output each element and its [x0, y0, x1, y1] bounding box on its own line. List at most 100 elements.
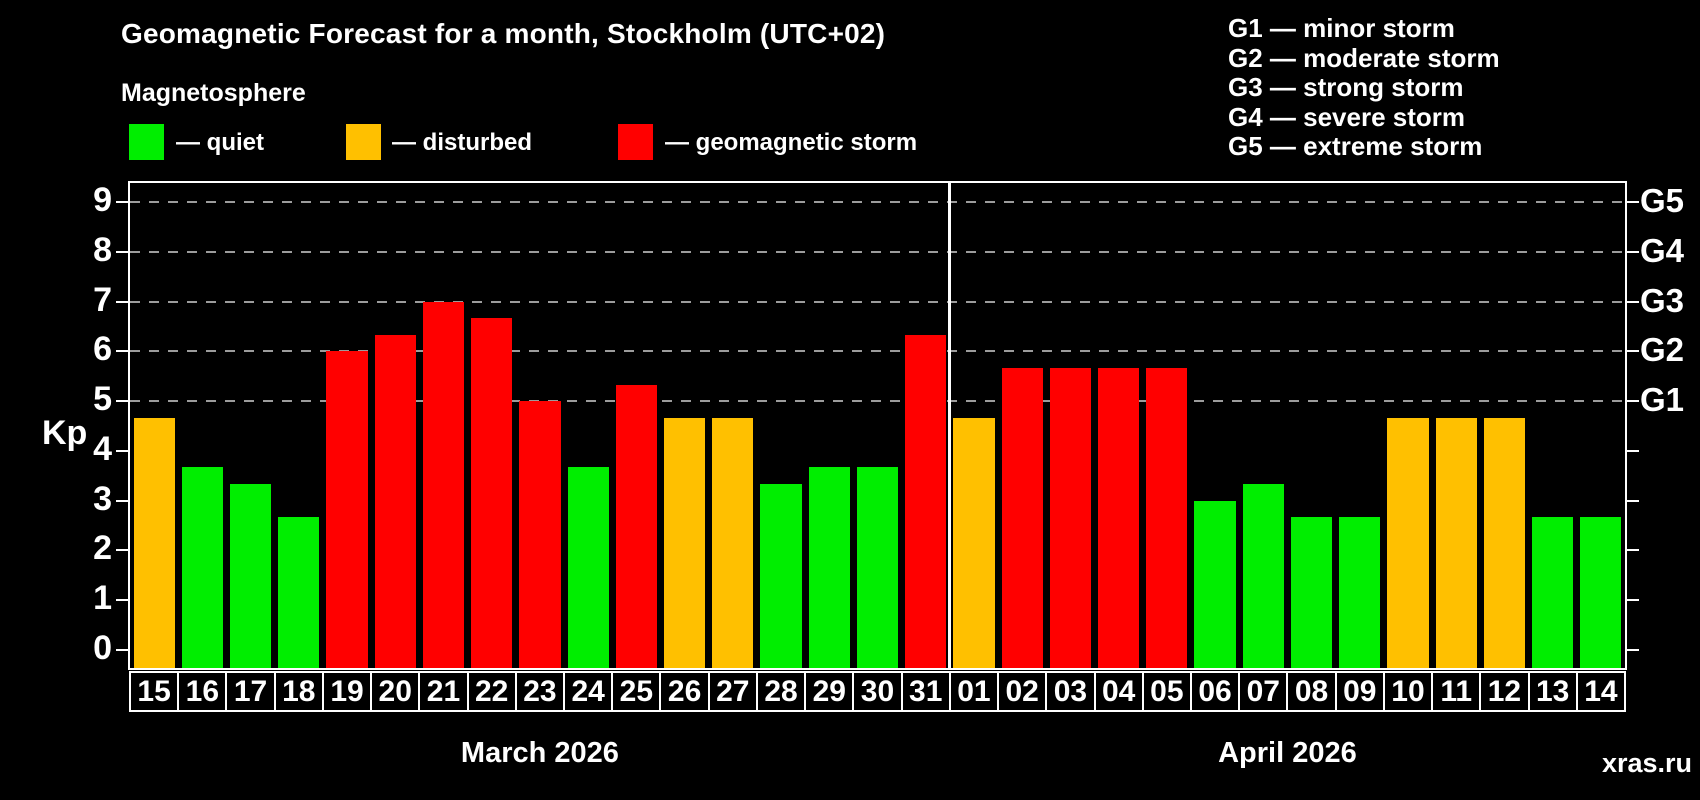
g-scale-label-g1: G1 [1640, 381, 1685, 419]
gridline-kp-5 [130, 400, 1625, 403]
g3-legend-line: G3 — strong storm [1228, 72, 1464, 102]
y-tick-right-6 [1627, 350, 1639, 353]
bar-april-14 [1580, 517, 1622, 668]
g-scale-label-g5: G5 [1640, 181, 1685, 219]
day-label-march-18: 18 [273, 671, 324, 712]
day-label-april-10: 10 [1382, 671, 1434, 712]
y-tick-right-9 [1627, 200, 1639, 203]
g-scale-label-g2: G2 [1640, 331, 1685, 369]
watermark: xras.ru [1601, 748, 1692, 778]
y-tick-right-4 [1627, 449, 1639, 452]
y-tick-right-3 [1627, 499, 1639, 502]
bar-march-26 [663, 417, 706, 668]
bar-april-12 [1483, 417, 1526, 668]
month-label-march: March 2026 [460, 737, 619, 769]
day-label-april-09: 09 [1334, 671, 1385, 712]
y-tick-right-7 [1627, 300, 1639, 303]
month-label-april: April 2026 [1218, 737, 1357, 769]
day-label-march-15: 15 [129, 671, 180, 712]
bar-april-09 [1339, 517, 1381, 668]
day-label-april-14: 14 [1575, 671, 1626, 712]
bar-march-16 [181, 467, 223, 668]
y-tick-label-5: 5 [93, 380, 112, 419]
bar-march-24 [567, 467, 609, 668]
bar-april-08 [1290, 517, 1333, 668]
y-tick-left-5 [116, 400, 128, 403]
bar-april-06 [1194, 500, 1236, 668]
y-tick-label-2: 2 [93, 529, 112, 568]
g-scale-label-g3: G3 [1640, 281, 1685, 319]
bar-april-03 [1049, 367, 1091, 668]
bar-april-10 [1387, 417, 1429, 668]
day-label-march-21: 21 [418, 671, 469, 712]
y-tick-right-5 [1627, 400, 1639, 403]
bar-march-18 [278, 517, 320, 668]
y-tick-label-6: 6 [93, 330, 112, 369]
g2-legend-line: G2 — moderate storm [1228, 42, 1500, 73]
chart-subtitle: Magnetosphere [121, 79, 306, 107]
day-label-march-22: 22 [466, 671, 517, 712]
g-scale-label-g4: G4 [1640, 231, 1685, 269]
y-tick-left-6 [116, 350, 128, 353]
day-label-april-11: 11 [1431, 671, 1482, 712]
bar-march-30 [856, 467, 899, 668]
day-label-april-06: 06 [1189, 671, 1241, 712]
day-label-april-12: 12 [1479, 671, 1530, 712]
month-separator-line [948, 183, 952, 668]
y-tick-label-9: 9 [93, 180, 112, 219]
day-label-april-13: 13 [1527, 671, 1578, 712]
bar-march-23 [519, 401, 561, 668]
bar-april-01 [953, 417, 995, 668]
y-tick-right-0 [1627, 649, 1639, 652]
day-label-march-28: 28 [755, 671, 807, 712]
quiet-color-swatch [129, 124, 164, 160]
day-label-april-02: 02 [997, 671, 1048, 712]
y-tick-left-0 [116, 649, 128, 652]
day-label-march-29: 29 [804, 671, 855, 712]
day-label-march-17: 17 [225, 671, 276, 712]
storm-color-swatch [618, 124, 653, 160]
day-label-march-31: 31 [900, 671, 951, 712]
day-label-april-08: 08 [1286, 671, 1337, 712]
bar-april-13 [1532, 517, 1574, 668]
day-label-march-23: 23 [514, 671, 566, 712]
day-label-april-05: 05 [1141, 671, 1192, 712]
bar-march-25 [615, 384, 657, 668]
bar-march-29 [808, 467, 850, 668]
y-tick-right-1 [1627, 599, 1639, 602]
day-label-march-16: 16 [177, 671, 228, 712]
gridline-kp-6 [130, 350, 1625, 353]
y-tick-left-3 [116, 499, 128, 502]
disturbed-color-swatch [346, 124, 381, 160]
day-label-march-30: 30 [852, 671, 903, 712]
disturbed-legend-label: — disturbed [392, 129, 533, 156]
y-tick-label-1: 1 [93, 579, 112, 618]
day-label-march-25: 25 [611, 671, 662, 712]
gridline-kp-9 [130, 200, 1625, 203]
storm-legend-label: — geomagnetic storm [665, 129, 918, 156]
day-label-april-07: 07 [1238, 671, 1289, 712]
bar-march-21 [422, 301, 465, 668]
y-axis-title: Kp [42, 414, 88, 452]
g4-legend-line: G4 — severe storm [1228, 101, 1466, 132]
y-tick-left-9 [116, 200, 128, 203]
bar-april-07 [1242, 484, 1284, 668]
day-label-march-19: 19 [321, 671, 373, 712]
day-label-april-04: 04 [1093, 671, 1144, 712]
bar-april-04 [1098, 367, 1140, 668]
y-tick-right-8 [1627, 250, 1639, 253]
y-tick-left-4 [116, 449, 128, 452]
bar-march-31 [905, 334, 947, 668]
bar-march-15 [133, 417, 175, 668]
gridline-kp-8 [130, 250, 1625, 253]
day-label-march-26: 26 [659, 671, 710, 712]
bar-march-19 [326, 351, 368, 668]
y-tick-right-2 [1627, 549, 1639, 552]
y-tick-left-1 [116, 599, 128, 602]
bar-april-11 [1435, 417, 1477, 668]
bar-march-20 [374, 334, 416, 668]
bar-march-28 [760, 484, 802, 668]
y-tick-label-8: 8 [93, 230, 112, 269]
bar-march-17 [229, 484, 272, 668]
